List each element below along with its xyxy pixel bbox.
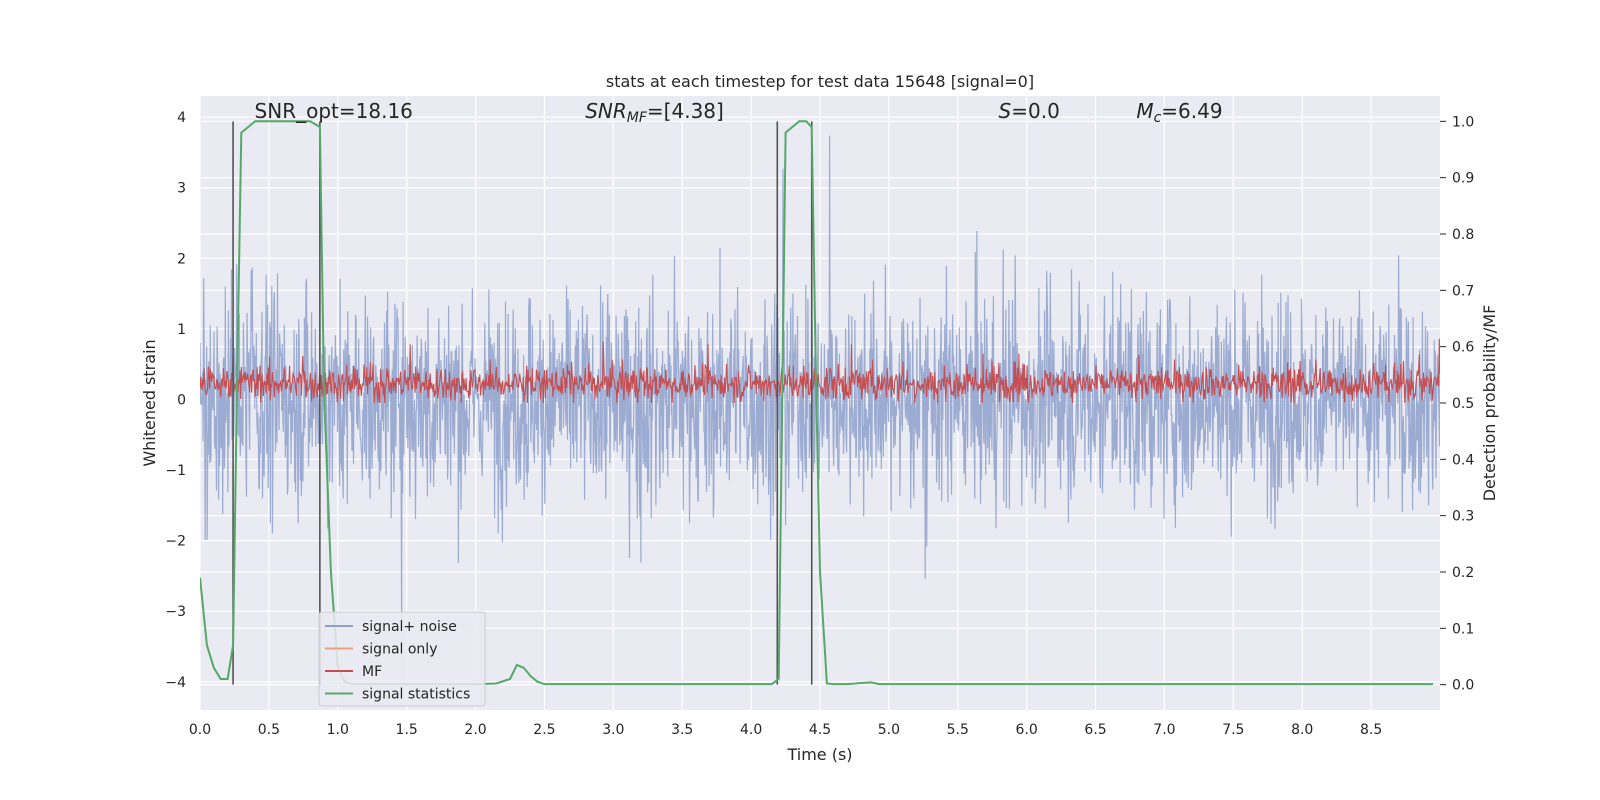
data-layer — [200, 135, 1440, 628]
annotation-mc-val: Mc=6.49 — [1136, 99, 1222, 126]
y2-tick-label: 1.0 — [1452, 114, 1474, 130]
y-tick-label: 2 — [177, 251, 186, 267]
annotations: SNR_opt=18.16 SNRMF=[4.38] S=0.0 Mc=6.49 — [255, 99, 1223, 126]
y-tick-label: 1 — [177, 322, 186, 338]
y2-axis-label: Detection probability/MF — [1480, 305, 1499, 502]
x-tick-label: 2.5 — [533, 722, 555, 738]
y-tick-label: −2 — [165, 534, 186, 550]
x-tick-label: 8.0 — [1291, 722, 1313, 738]
y2-tick-label: 0.5 — [1452, 396, 1474, 412]
y2-tick-label: 0.7 — [1452, 283, 1474, 299]
x-tick-label: 5.5 — [947, 722, 969, 738]
y2-tick-label: 0.4 — [1452, 452, 1474, 468]
legend-entry: signal+ noise — [362, 619, 457, 635]
series-signal-noise — [200, 135, 1440, 628]
y-tick-label: −4 — [165, 675, 186, 691]
x-tick-label: 5.0 — [878, 722, 900, 738]
vertical-lines — [232, 121, 813, 685]
y2-tick-label: 0.8 — [1452, 227, 1474, 243]
annotation-snr-opt: SNR_opt=18.16 — [255, 99, 413, 123]
legend-entry: signal statistics — [362, 687, 470, 703]
y-tick-label: 0 — [177, 392, 186, 408]
legend: signal+ noise signal only MF signal statist… — [318, 611, 486, 707]
chart-title: stats at each timestep for test data 156… — [606, 72, 1034, 91]
x-tick-label: 1.0 — [327, 722, 349, 738]
legend-box — [318, 611, 486, 707]
legend-entry: MF — [362, 664, 382, 680]
x-tick-label: 0.5 — [258, 722, 280, 738]
x-axis-label: Time (s) — [786, 745, 852, 764]
x-tick-label: 0.0 — [189, 722, 211, 738]
x-tick-label: 3.0 — [602, 722, 624, 738]
series-signal-statistics — [200, 120, 1434, 686]
x-tick-label: 4.5 — [809, 722, 831, 738]
x-tick-label: 6.0 — [1016, 722, 1038, 738]
y-tick-label: 3 — [177, 181, 186, 197]
y-tick-label: −1 — [165, 463, 186, 479]
y2-tick-label: 0.0 — [1452, 678, 1474, 694]
y-axis-label: Whitened strain — [140, 339, 159, 466]
y-tick-label: −3 — [165, 604, 186, 620]
annotation-s-val: S=0.0 — [999, 99, 1060, 123]
y2-tick-label: 0.6 — [1452, 340, 1474, 356]
x-tick-label: 7.0 — [1153, 722, 1175, 738]
y-tick-label: 4 — [177, 110, 186, 126]
x-tick-label: 4.0 — [740, 722, 762, 738]
x-tick-label: 8.5 — [1360, 722, 1382, 738]
legend-entry: signal only — [362, 642, 437, 658]
x-tick-label: 6.5 — [1084, 722, 1106, 738]
x-tick-label: 3.5 — [671, 722, 693, 738]
y2-tick-label: 0.9 — [1452, 171, 1474, 187]
x-tick-label: 1.5 — [396, 722, 418, 738]
y2-tick-label: 0.2 — [1452, 565, 1474, 581]
x-tick-label: 2.0 — [464, 722, 486, 738]
y2-tick-label: 0.3 — [1452, 509, 1474, 525]
stat-layer — [200, 120, 1434, 686]
x-tick-label: 7.5 — [1222, 722, 1244, 738]
ticks: 0.0 0.5 1.0 1.5 2.0 2.5 3.0 3.5 4.0 4.5 5.0 5.5 6.0 6… — [165, 110, 1474, 738]
annotation-snr-mf: SNRMF=[4.38] — [585, 99, 724, 126]
y2-tick-label: 0.1 — [1452, 621, 1474, 637]
series-mf — [200, 338, 1440, 404]
